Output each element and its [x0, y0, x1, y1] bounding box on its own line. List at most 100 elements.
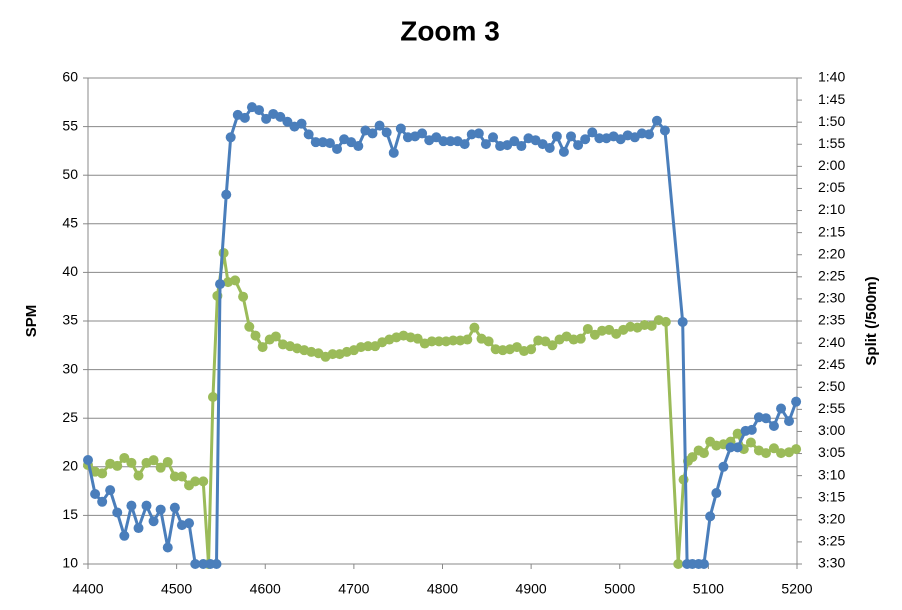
data-point — [327, 349, 338, 360]
data-point — [594, 133, 605, 144]
data-point — [190, 476, 201, 487]
data-point — [388, 147, 399, 158]
data-point — [551, 131, 562, 142]
data-point — [332, 143, 343, 154]
data-point — [155, 504, 166, 515]
data-point — [643, 129, 654, 140]
data-point — [126, 457, 137, 468]
data-point — [575, 333, 586, 344]
data-point — [725, 442, 736, 453]
data-point — [711, 488, 722, 499]
data-point — [257, 342, 268, 353]
data-point — [162, 542, 173, 553]
data-point — [745, 437, 756, 448]
y2-tick-label: 2:25 — [818, 268, 845, 284]
data-point — [791, 444, 802, 455]
data-point — [582, 323, 593, 334]
y2-tick-label: 2:55 — [818, 400, 845, 416]
data-point — [381, 127, 392, 138]
y2-tick-label: 1:50 — [818, 113, 845, 129]
x-tick-label: 4700 — [338, 581, 369, 597]
data-point — [282, 116, 293, 127]
data-point — [480, 139, 491, 150]
data-point — [687, 452, 698, 463]
data-point — [162, 456, 173, 467]
data-point — [732, 442, 743, 453]
data-point — [363, 341, 374, 352]
y-tick-label: 10 — [62, 555, 78, 571]
data-point — [438, 136, 449, 147]
data-point — [105, 485, 116, 496]
data-point — [261, 113, 272, 124]
data-point — [90, 489, 101, 500]
x-tick-label: 4800 — [427, 581, 458, 597]
y-tick-label: 25 — [62, 409, 78, 425]
y2-axis-label: Split (/500m) — [863, 276, 880, 365]
data-point — [412, 333, 423, 344]
data-point — [433, 336, 444, 347]
data-point — [776, 448, 787, 459]
data-point — [112, 507, 123, 518]
data-point — [141, 500, 152, 511]
data-point — [119, 530, 130, 541]
data-point — [705, 511, 716, 522]
y2-tick-label: 3:10 — [818, 466, 845, 482]
y2-tick-label: 1:45 — [818, 91, 845, 107]
data-point — [250, 330, 261, 341]
data-point — [651, 115, 662, 126]
data-point — [698, 559, 709, 569]
data-point — [244, 321, 255, 332]
data-point — [126, 500, 137, 511]
data-point — [239, 112, 250, 123]
data-point — [587, 127, 598, 138]
data-point — [732, 428, 743, 439]
data-point — [83, 454, 93, 465]
data-point — [395, 123, 406, 134]
y2-tick-label: 1:55 — [818, 135, 845, 151]
data-point — [367, 128, 378, 139]
data-point — [148, 516, 159, 527]
data-point — [746, 424, 757, 435]
y-tick-label: 30 — [62, 360, 78, 376]
chart-title: Zoom 3 — [400, 15, 500, 46]
x-tick-label: 5000 — [604, 581, 635, 597]
data-point — [198, 559, 209, 569]
data-point — [646, 320, 657, 331]
data-point — [97, 468, 108, 479]
data-point — [176, 471, 187, 482]
x-tick-label: 4900 — [516, 581, 547, 597]
data-point — [768, 443, 779, 454]
data-point — [230, 275, 241, 286]
data-point — [445, 136, 456, 147]
y2-tick-label: 3:15 — [818, 488, 845, 504]
data-point — [97, 496, 108, 507]
data-point — [760, 448, 771, 459]
data-point — [791, 396, 802, 407]
data-point — [133, 523, 144, 534]
x-tick-label: 4400 — [72, 581, 103, 597]
data-point — [462, 334, 473, 345]
data-point — [673, 559, 684, 569]
data-point — [148, 455, 159, 466]
data-point — [296, 118, 307, 129]
series-line — [86, 251, 797, 566]
data-point — [310, 137, 321, 148]
y-axis-label: SPM — [23, 305, 40, 338]
data-point — [198, 476, 209, 487]
data-point — [169, 502, 180, 513]
y2-tick-label: 2:05 — [818, 179, 845, 195]
y2-tick-label: 3:30 — [818, 555, 845, 571]
data-point — [677, 316, 688, 327]
y-tick-label: 40 — [62, 263, 78, 279]
y2-tick-label: 2:50 — [818, 378, 845, 394]
data-point — [133, 470, 144, 481]
y-tick-label: 55 — [62, 117, 78, 133]
y-tick-label: 20 — [62, 458, 78, 474]
y-tick-label: 45 — [62, 215, 78, 231]
data-point — [558, 146, 569, 157]
y-tick-label: 35 — [62, 312, 78, 328]
y2-tick-label: 2:20 — [818, 245, 845, 261]
y2-tick-label: 2:00 — [818, 157, 845, 173]
data-point — [459, 139, 470, 150]
